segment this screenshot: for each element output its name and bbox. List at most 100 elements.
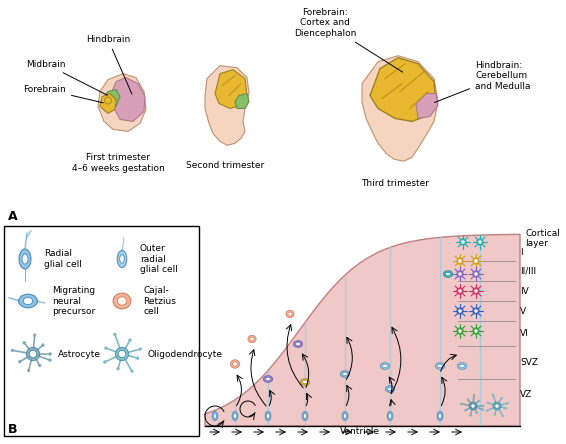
Ellipse shape <box>119 255 125 263</box>
Circle shape <box>473 308 479 314</box>
Ellipse shape <box>344 414 346 418</box>
Polygon shape <box>104 90 120 107</box>
Circle shape <box>477 238 483 246</box>
FancyBboxPatch shape <box>4 226 199 436</box>
Circle shape <box>473 258 479 265</box>
Text: Astrocyte: Astrocyte <box>58 349 101 358</box>
Circle shape <box>457 328 464 334</box>
Polygon shape <box>362 56 438 161</box>
Circle shape <box>474 272 478 276</box>
Circle shape <box>486 410 488 412</box>
Polygon shape <box>100 94 116 114</box>
Ellipse shape <box>265 377 271 381</box>
Circle shape <box>105 97 112 104</box>
Ellipse shape <box>212 411 218 420</box>
Polygon shape <box>205 234 520 426</box>
Ellipse shape <box>303 381 307 384</box>
Circle shape <box>474 329 478 333</box>
Text: Cortical
layer: Cortical layer <box>525 229 560 248</box>
Circle shape <box>470 415 471 416</box>
Polygon shape <box>215 70 247 108</box>
Ellipse shape <box>23 297 33 305</box>
Ellipse shape <box>383 364 387 368</box>
Polygon shape <box>205 66 249 145</box>
Ellipse shape <box>295 342 301 346</box>
Polygon shape <box>112 78 145 121</box>
Circle shape <box>49 359 52 361</box>
Circle shape <box>458 309 462 313</box>
Text: Forebrain: Forebrain <box>23 84 104 103</box>
Ellipse shape <box>263 376 273 382</box>
Ellipse shape <box>302 411 308 420</box>
Circle shape <box>128 339 131 341</box>
Circle shape <box>11 349 14 352</box>
Ellipse shape <box>435 363 445 369</box>
Circle shape <box>507 402 508 404</box>
Text: V: V <box>520 306 526 316</box>
Ellipse shape <box>234 414 237 418</box>
Text: VZ: VZ <box>520 389 532 399</box>
Polygon shape <box>235 94 249 108</box>
Circle shape <box>118 350 126 358</box>
Circle shape <box>494 414 496 415</box>
Ellipse shape <box>388 414 392 418</box>
Ellipse shape <box>460 364 464 368</box>
Ellipse shape <box>250 337 254 341</box>
Circle shape <box>505 408 507 409</box>
Circle shape <box>115 347 128 361</box>
Circle shape <box>457 258 464 265</box>
Circle shape <box>458 289 462 293</box>
Circle shape <box>502 415 504 417</box>
Circle shape <box>105 347 108 349</box>
Circle shape <box>478 240 482 244</box>
Ellipse shape <box>342 411 348 420</box>
Circle shape <box>474 309 478 313</box>
Circle shape <box>29 350 37 358</box>
Circle shape <box>41 344 44 346</box>
Circle shape <box>467 399 469 400</box>
Ellipse shape <box>286 310 294 318</box>
Circle shape <box>495 404 499 408</box>
Ellipse shape <box>301 379 310 385</box>
Ellipse shape <box>113 293 131 309</box>
Circle shape <box>458 272 462 276</box>
Circle shape <box>33 333 36 337</box>
Ellipse shape <box>117 297 127 305</box>
Ellipse shape <box>232 411 238 420</box>
Text: Radial
glial cell: Radial glial cell <box>44 249 82 269</box>
Text: VI: VI <box>520 329 529 338</box>
Ellipse shape <box>19 294 37 308</box>
Text: IV: IV <box>520 286 529 296</box>
Text: Cajal-
Retzius
cell: Cajal- Retzius cell <box>143 286 176 316</box>
Text: Migrating
neural
precursor: Migrating neural precursor <box>52 286 95 316</box>
Ellipse shape <box>19 249 31 269</box>
Ellipse shape <box>230 360 239 368</box>
Circle shape <box>49 353 52 356</box>
Circle shape <box>460 238 466 246</box>
Text: Hindbrain:
Cerebellum
and Medulla: Hindbrain: Cerebellum and Medulla <box>435 61 530 103</box>
Polygon shape <box>370 58 436 121</box>
Polygon shape <box>98 74 146 131</box>
Circle shape <box>476 412 478 413</box>
Circle shape <box>457 308 464 314</box>
Text: Second trimester: Second trimester <box>186 161 264 170</box>
Ellipse shape <box>248 335 256 343</box>
Circle shape <box>27 369 30 372</box>
Circle shape <box>469 402 477 410</box>
Ellipse shape <box>288 312 292 316</box>
Circle shape <box>478 400 479 402</box>
Circle shape <box>104 361 106 364</box>
Text: Hindbrain: Hindbrain <box>86 35 132 94</box>
Circle shape <box>458 329 462 333</box>
Ellipse shape <box>388 387 392 391</box>
Circle shape <box>19 360 22 363</box>
Text: First trimester
4–6 weeks gestation: First trimester 4–6 weeks gestation <box>72 153 164 173</box>
Circle shape <box>460 403 462 405</box>
Circle shape <box>458 259 462 263</box>
Ellipse shape <box>457 363 467 369</box>
Ellipse shape <box>387 411 393 420</box>
Ellipse shape <box>265 411 271 420</box>
Ellipse shape <box>438 364 443 368</box>
Text: Outer
radial
glial cell: Outer radial glial cell <box>140 244 178 274</box>
Ellipse shape <box>233 362 237 366</box>
